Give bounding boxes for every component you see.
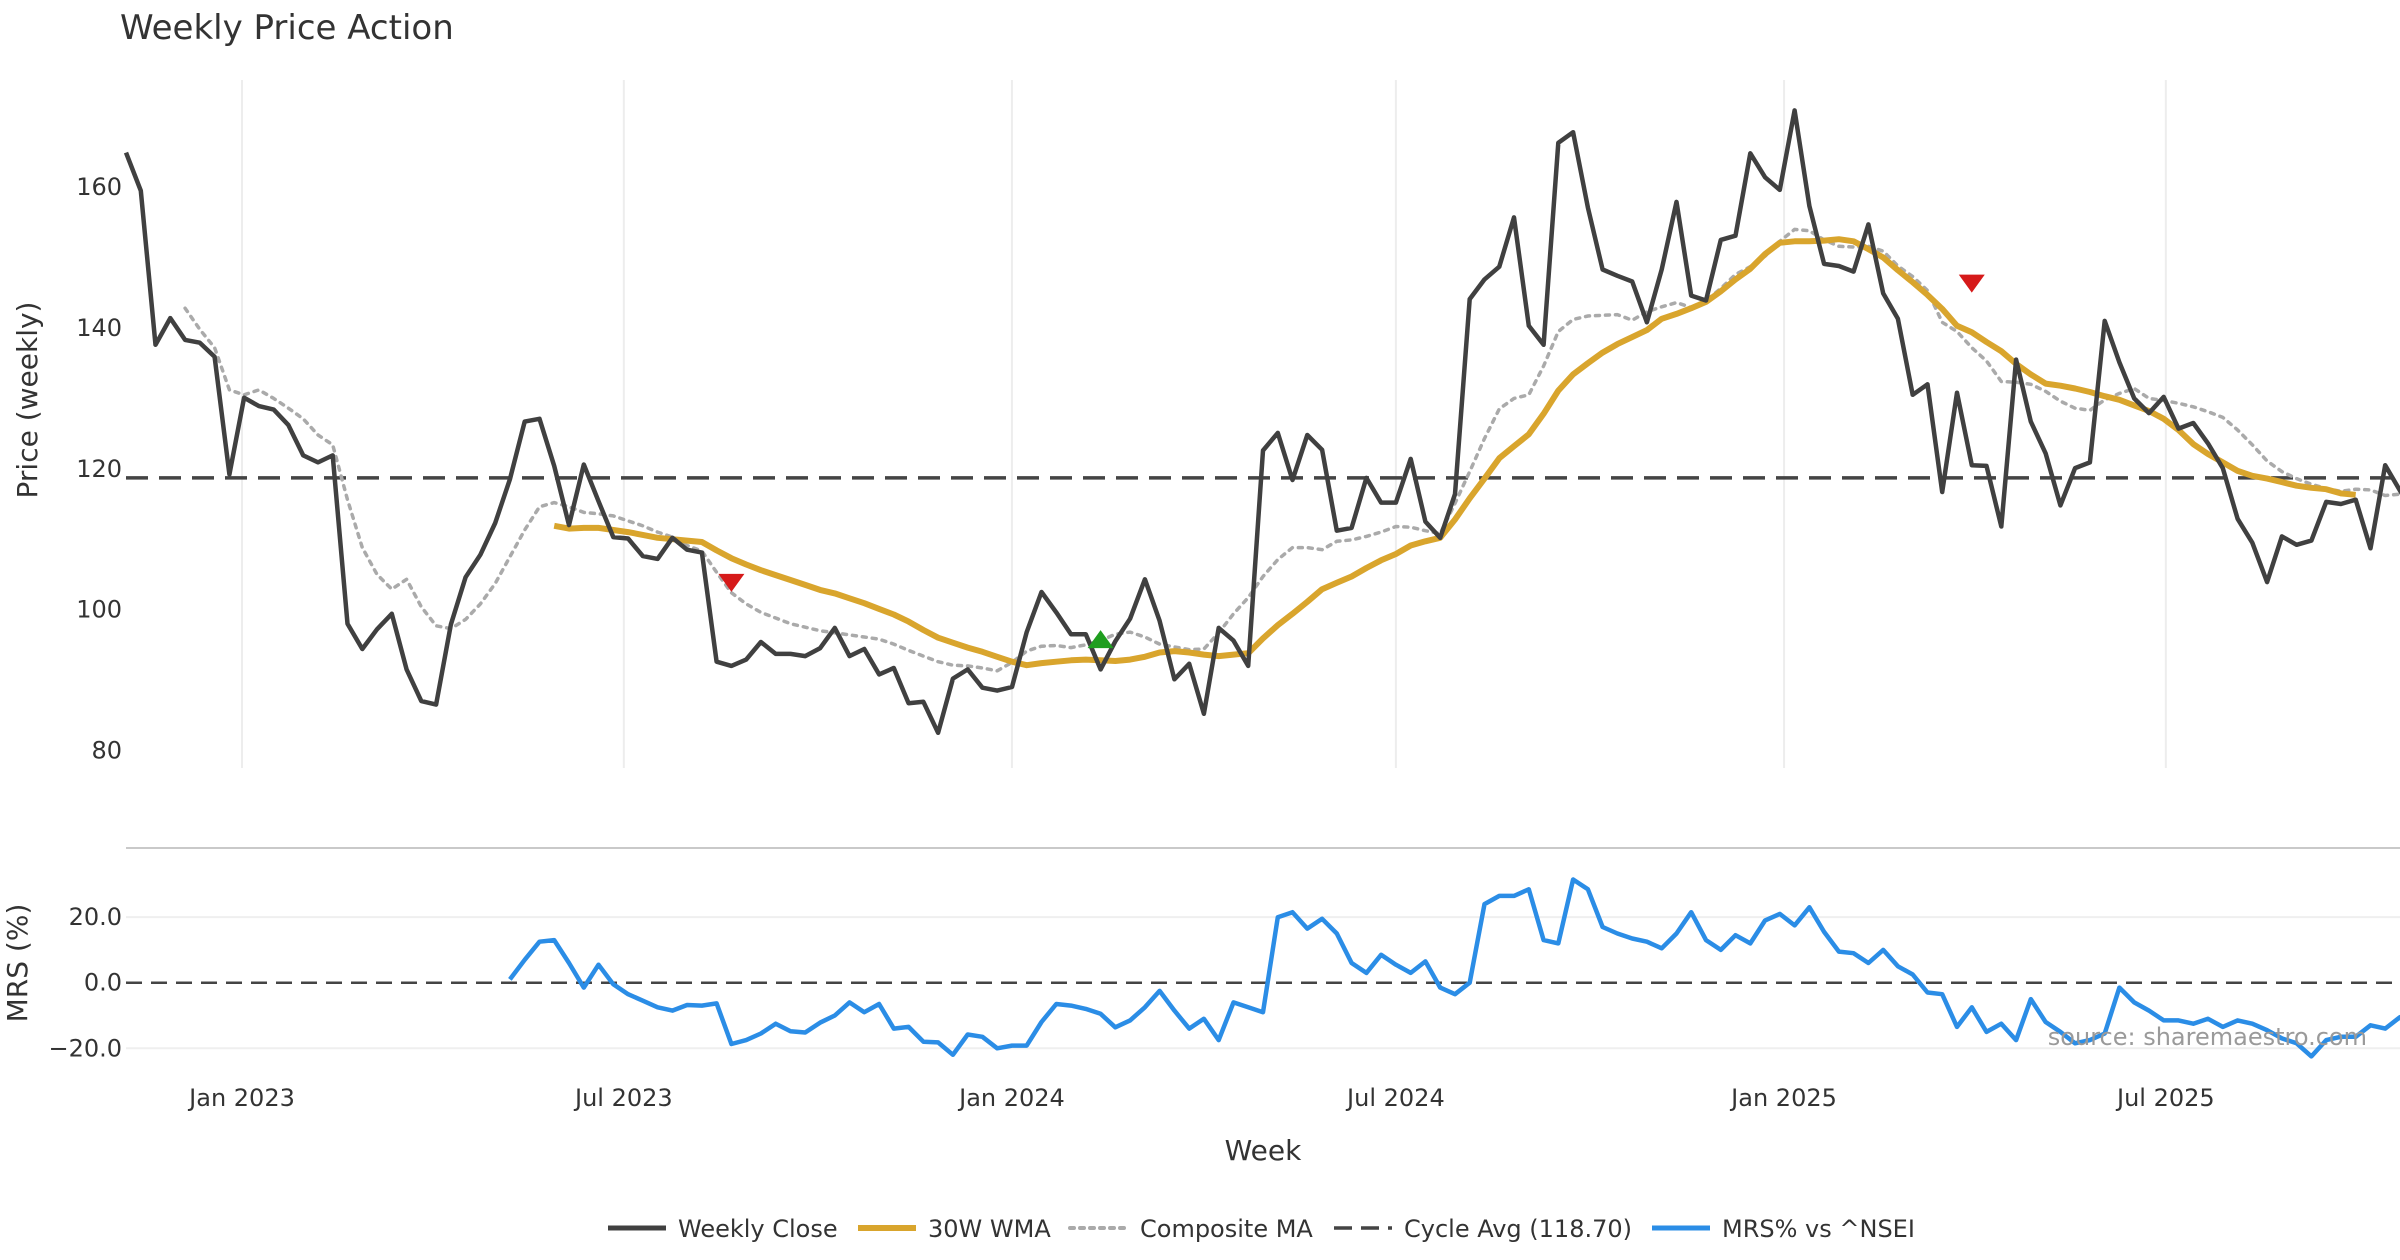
mrs-y-ticks: 20.0 0.0 −20.0 bbox=[48, 903, 122, 1062]
sell-signal-marker bbox=[718, 573, 745, 592]
weekly-close-line bbox=[123, 108, 2400, 736]
wma-30w-line bbox=[553, 236, 2356, 669]
x-tick-label: Jul 2023 bbox=[573, 1084, 673, 1112]
signal-markers bbox=[718, 274, 1985, 649]
price-y-axis-label: Price (weekly) bbox=[11, 302, 44, 499]
legend-label: Composite MA bbox=[1140, 1215, 1313, 1243]
legend-label: Cycle Avg (118.70) bbox=[1404, 1215, 1632, 1243]
price-y-tick-label: 140 bbox=[76, 314, 122, 342]
chart-title: Weekly Price Action bbox=[120, 8, 454, 48]
mrs-line bbox=[508, 877, 2400, 1059]
price-y-tick-label: 80 bbox=[91, 736, 122, 764]
legend-label: 30W WMA bbox=[928, 1215, 1051, 1243]
sell-signal-marker bbox=[1958, 274, 1985, 293]
composite-ma-line bbox=[183, 227, 2400, 673]
price-y-ticks: 80 100 120 140 160 bbox=[76, 173, 122, 764]
x-tick-label: Jan 2023 bbox=[187, 1084, 295, 1112]
price-grid bbox=[241, 80, 2167, 768]
buy-signal-marker bbox=[1087, 630, 1114, 649]
mrs-y-tick-label: 0.0 bbox=[84, 969, 122, 997]
price-y-tick-label: 160 bbox=[76, 173, 122, 201]
x-tick-label: Jul 2024 bbox=[1345, 1084, 1445, 1112]
legend-label: MRS% vs ^NSEI bbox=[1722, 1215, 1915, 1243]
legend-label: Weekly Close bbox=[678, 1215, 838, 1243]
x-axis-label: Week bbox=[1225, 1134, 1302, 1167]
mrs-y-tick-label: 20.0 bbox=[69, 903, 122, 931]
legend: Weekly Close 30W WMA Composite MA Cycle Avg… bbox=[608, 1215, 1915, 1243]
mrs-y-tick-label: −20.0 bbox=[48, 1034, 122, 1062]
price-series bbox=[123, 108, 2400, 736]
x-tick-label: Jan 2025 bbox=[1729, 1084, 1837, 1112]
watermark: source: sharemaestro.com bbox=[2048, 1023, 2367, 1051]
x-ticks: Jan 2023 Jul 2023 Jan 2024 Jul 2024 Jan 2025… bbox=[187, 1084, 2215, 1112]
mrs-series bbox=[508, 877, 2400, 1059]
x-tick-label: Jan 2024 bbox=[957, 1084, 1065, 1112]
price-y-tick-label: 100 bbox=[76, 596, 122, 624]
price-y-tick-label: 120 bbox=[76, 455, 122, 483]
x-tick-label: Jul 2025 bbox=[2115, 1084, 2215, 1112]
mrs-y-axis-label: MRS (%) bbox=[1, 904, 34, 1023]
mrs-grid bbox=[126, 916, 2400, 1050]
